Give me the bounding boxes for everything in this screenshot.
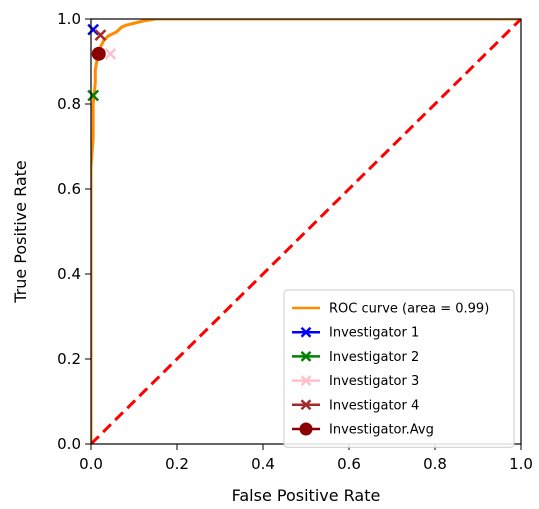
y-tick-label: 1.0 bbox=[57, 10, 81, 28]
investigator-point-3 bbox=[87, 89, 100, 102]
chance-diagonal-line bbox=[91, 19, 521, 444]
legend-entry: Investigator.Avg bbox=[292, 422, 434, 438]
x-tick-label: 0.4 bbox=[251, 455, 275, 473]
investigator-marker-5-stroke-b bbox=[94, 29, 107, 42]
legend-label: Investigator 2 bbox=[329, 350, 419, 365]
investigator-marker-3-stroke-b bbox=[87, 89, 100, 102]
investigator-marker-4-stroke-b bbox=[104, 47, 117, 60]
x-tick-label: 0.0 bbox=[79, 455, 103, 473]
legend-label: Investigator 4 bbox=[329, 398, 419, 413]
x-axis-label: False Positive Rate bbox=[232, 486, 381, 505]
legend-entry: Investigator 3 bbox=[292, 374, 419, 389]
investigator-point-5 bbox=[94, 29, 107, 42]
legend-entry: Investigator 1 bbox=[292, 326, 419, 341]
legend-label: ROC curve (area = 0.99) bbox=[329, 302, 489, 317]
legend-entry: ROC curve (area = 0.99) bbox=[292, 302, 489, 317]
y-tick-label: 0.8 bbox=[57, 95, 81, 113]
x-tick-label: 0.2 bbox=[165, 455, 189, 473]
y-tick-label: 0.6 bbox=[57, 180, 81, 198]
y-tick-label: 0.0 bbox=[57, 435, 81, 453]
y-axis-label: True Positive Rate bbox=[11, 160, 30, 304]
legend-entry: Investigator 4 bbox=[292, 398, 419, 413]
legend-swatch-x-stroke-b bbox=[300, 351, 312, 362]
roc-curve-line bbox=[91, 19, 521, 444]
investigator-avg-point bbox=[91, 46, 106, 61]
legend-label: Investigator 3 bbox=[329, 374, 419, 389]
investigator-marker-2-stroke-b bbox=[87, 23, 100, 36]
legend: ROC curve (area = 0.99) Investigator 1 Inv… bbox=[283, 289, 515, 448]
plot-area bbox=[87, 19, 521, 444]
legend-swatch-circle bbox=[299, 422, 313, 436]
investigator-point-4 bbox=[104, 47, 117, 60]
investigator-point-2 bbox=[87, 23, 100, 36]
legend-entry: Investigator 2 bbox=[292, 350, 419, 365]
legend-label: Investigator.Avg bbox=[329, 423, 434, 438]
x-tick-label: 1.0 bbox=[509, 455, 533, 473]
series-group bbox=[91, 19, 521, 444]
legend-label: Investigator 1 bbox=[329, 326, 419, 341]
legend-swatch-x-stroke-b bbox=[300, 399, 312, 411]
legend-swatch-x-stroke-b bbox=[300, 326, 312, 338]
x-tick-label: 0.6 bbox=[337, 455, 361, 473]
legend-swatch-x-stroke-b bbox=[300, 375, 312, 386]
y-tick-label: 0.2 bbox=[57, 350, 81, 368]
legend-box bbox=[283, 289, 515, 448]
y-tick-label: 0.4 bbox=[57, 265, 81, 283]
x-tick-label: 0.8 bbox=[423, 455, 447, 473]
